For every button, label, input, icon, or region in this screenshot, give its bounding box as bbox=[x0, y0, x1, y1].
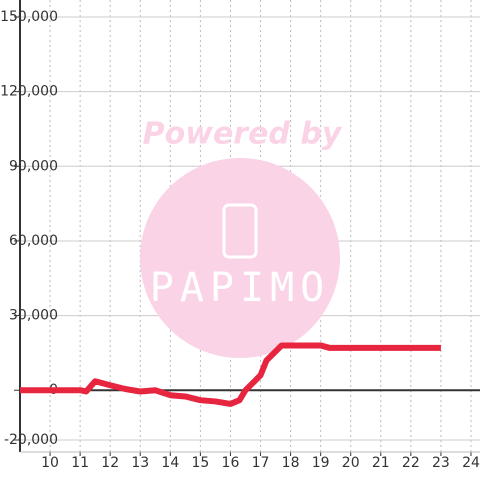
x-tick-label: 18 bbox=[282, 455, 300, 471]
watermark-logo: PAPIMO bbox=[150, 265, 331, 311]
x-tick-label: 22 bbox=[402, 455, 420, 471]
x-tick-label: 20 bbox=[342, 455, 360, 471]
line bbox=[20, 342, 441, 407]
x-tick-label: 14 bbox=[161, 455, 179, 471]
watermark: Powered by PAPIMO bbox=[140, 117, 343, 358]
x-tick-label: 21 bbox=[372, 455, 390, 471]
y-tick-label: -20,000 bbox=[4, 432, 58, 448]
x-tick-label: 12 bbox=[101, 455, 119, 471]
y-tick-label: 30,000 bbox=[9, 308, 58, 324]
watermark-text: Powered by bbox=[143, 117, 343, 152]
x-tick-label: 16 bbox=[222, 455, 240, 471]
y-tick-label: 150,000 bbox=[0, 9, 58, 25]
watermark-icon bbox=[222, 203, 258, 259]
x-tick-label: 23 bbox=[432, 455, 450, 471]
x-tick-label: 24 bbox=[462, 455, 480, 471]
x-tick-label: 17 bbox=[252, 455, 270, 471]
y-tick-label: 60,000 bbox=[9, 233, 58, 249]
y-tick-label: 90,000 bbox=[9, 158, 58, 174]
x-tick-label: 15 bbox=[191, 455, 209, 471]
x-tick-label: 11 bbox=[71, 455, 89, 471]
x-tick-label: 13 bbox=[131, 455, 149, 471]
x-tick-label: 10 bbox=[41, 455, 59, 471]
y-tick-label: 120,000 bbox=[0, 84, 58, 100]
x-tick-label: 19 bbox=[312, 455, 330, 471]
